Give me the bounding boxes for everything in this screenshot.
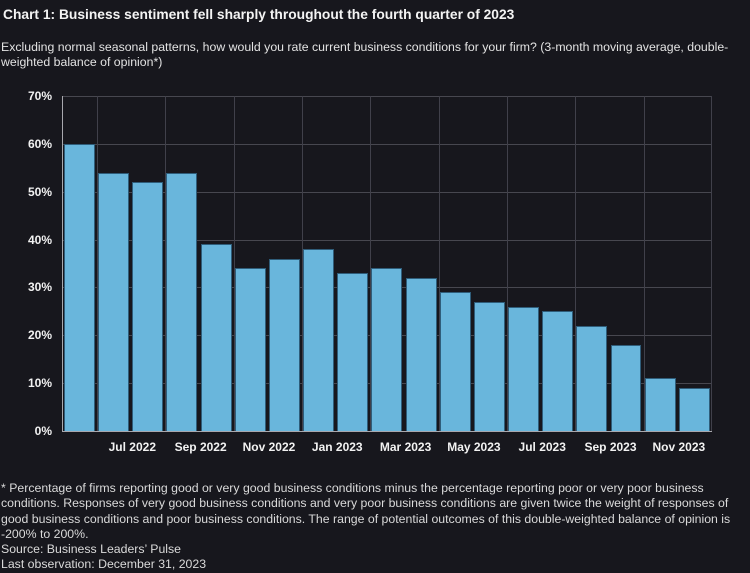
- y-tick-label-60%: 60%: [27, 136, 52, 151]
- bar-jun-2022: [98, 172, 130, 431]
- source-note: Source: Business Leaders’ Pulse: [1, 542, 181, 557]
- y-tick-label-70%: 70%: [27, 89, 52, 103]
- v-gridline: [302, 96, 304, 431]
- bar-dec-2022: [303, 249, 335, 431]
- x-tick-label-sep-2022: Sep 2022: [174, 440, 227, 454]
- y-tick-label-0%: 0%: [34, 424, 52, 438]
- y-tick-label-50%: 50%: [27, 184, 52, 199]
- h-gridline-60%: [63, 143, 712, 145]
- h-gridline-40%: [63, 239, 712, 241]
- y-tick-label-30%: 30%: [27, 280, 52, 295]
- bar-may-2022: [64, 143, 95, 431]
- bar-oct-2022: [234, 268, 266, 431]
- x-tick-label-jul-2023: Jul 2023: [518, 440, 566, 454]
- v-gridline: [97, 96, 99, 431]
- v-gridline: [507, 96, 509, 431]
- bar-jun-2023: [508, 306, 539, 431]
- v-gridline: [370, 96, 372, 431]
- bar-aug-2023: [576, 325, 608, 431]
- y-tick-label-20%: 20%: [27, 328, 52, 343]
- bar-aug-2022: [166, 172, 198, 431]
- bar-mar-2023: [405, 277, 437, 431]
- bar-apr-2023: [439, 292, 471, 431]
- bar-may-2023: [473, 301, 505, 431]
- x-tick-label-jul-2022: Jul 2022: [108, 440, 156, 454]
- plot-area: [62, 96, 712, 432]
- chart-subtitle: Excluding normal seasonal patterns, how …: [1, 40, 729, 69]
- h-gridline-70%: [63, 96, 712, 97]
- bar-nov-2023: [678, 387, 710, 431]
- bar-feb-2023: [371, 268, 403, 431]
- notes-block: * Percentage of firms reporting good or …: [1, 481, 748, 573]
- x-tick-label-sep-2023: Sep 2023: [584, 440, 637, 454]
- v-gridline: [643, 96, 645, 431]
- bar-sep-2023: [610, 344, 642, 431]
- y-tick-label-40%: 40%: [27, 232, 52, 247]
- x-tick-label-mar-2023: Mar 2023: [379, 440, 432, 454]
- v-gridline: [575, 96, 577, 431]
- v-gridline: [438, 96, 440, 431]
- h-gridline-50%: [63, 191, 712, 193]
- bar-nov-2022: [268, 258, 300, 431]
- bar-jul-2022: [132, 182, 164, 431]
- last-observation-note: Last observation: December 31, 2023: [1, 557, 207, 572]
- footnote: * Percentage of firms reporting good or …: [1, 481, 731, 541]
- x-tick-label-nov-2023: Nov 2023: [652, 440, 706, 454]
- y-tick-label-10%: 10%: [27, 376, 52, 391]
- bar-jan-2023: [337, 273, 369, 431]
- v-gridline: [233, 96, 235, 431]
- chart-title: Chart 1: Business sentiment fell sharply…: [3, 7, 515, 22]
- bar-oct-2023: [644, 378, 676, 431]
- x-tick-label-nov-2022: Nov 2022: [242, 440, 296, 454]
- v-gridline: [165, 96, 167, 431]
- bar-sep-2022: [200, 244, 232, 431]
- v-gridline-right-edge: [711, 96, 712, 431]
- x-tick-label-jan-2023: Jan 2023: [311, 440, 363, 454]
- bar-jul-2023: [542, 311, 574, 431]
- x-tick-label-may-2023: May 2023: [447, 440, 501, 454]
